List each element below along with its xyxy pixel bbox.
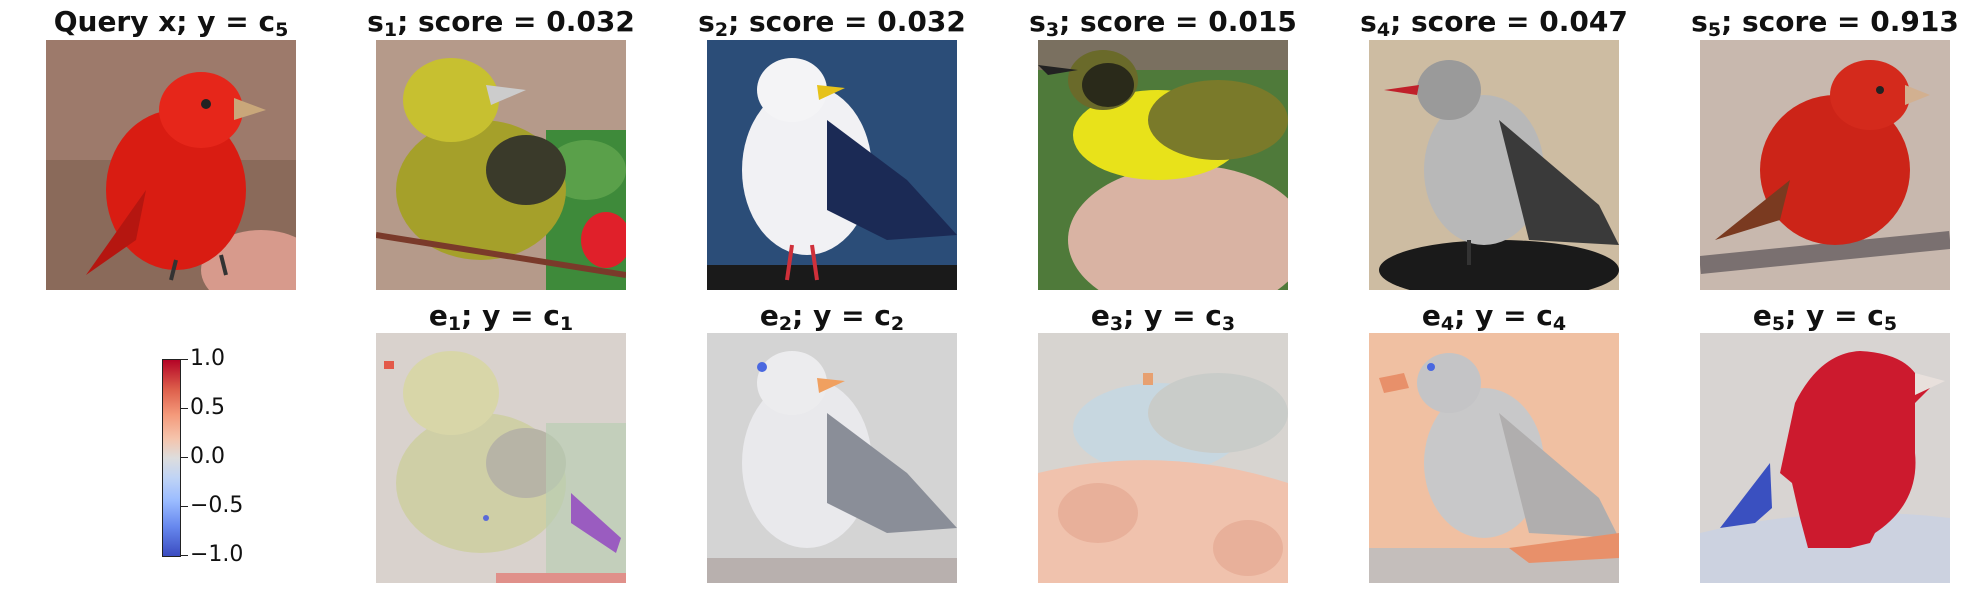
explanation-map-1 bbox=[376, 333, 626, 583]
explanation-title-5: e5; y = c5 bbox=[1752, 299, 1898, 335]
support-image-5 bbox=[1700, 40, 1950, 290]
colorbar-tick-label: −0.5 bbox=[190, 493, 244, 518]
support-image-1 bbox=[376, 40, 626, 290]
explanation-map-3 bbox=[1038, 333, 1288, 583]
explanation-title-4: e4; y = c4 bbox=[1421, 299, 1567, 335]
explanation-map-5 bbox=[1700, 333, 1950, 583]
query-image bbox=[46, 40, 296, 290]
explanation-map-2 bbox=[707, 333, 957, 583]
colorbar-tick-label: 1.0 bbox=[190, 346, 225, 371]
support-title-1: s1; score = 0.032 bbox=[367, 5, 635, 41]
support-title-5: s5; score = 0.913 bbox=[1691, 5, 1959, 41]
colorbar bbox=[162, 359, 181, 557]
colorbar-tick bbox=[180, 555, 188, 556]
support-title-2: s2; score = 0.032 bbox=[698, 5, 966, 41]
colorbar-tick-label: 0.0 bbox=[190, 444, 225, 469]
support-image-4 bbox=[1369, 40, 1619, 290]
colorbar-tick bbox=[180, 408, 188, 409]
query-title: Query x; y = c5 bbox=[53, 5, 289, 41]
support-image-3 bbox=[1038, 40, 1288, 290]
support-title-3: s3; score = 0.015 bbox=[1029, 5, 1297, 41]
explanation-title-3: e3; y = c3 bbox=[1090, 299, 1236, 335]
colorbar-tick bbox=[180, 506, 188, 507]
explanation-title-1: e1; y = c1 bbox=[428, 299, 574, 335]
colorbar-tick-label: −1.0 bbox=[190, 542, 244, 567]
support-image-2 bbox=[707, 40, 957, 290]
colorbar-tick-label: 0.5 bbox=[190, 395, 225, 420]
support-title-4: s4; score = 0.047 bbox=[1360, 5, 1628, 41]
colorbar-tick bbox=[180, 457, 188, 458]
colorbar-tick bbox=[180, 359, 188, 360]
explanation-title-2: e2; y = c2 bbox=[759, 299, 905, 335]
explanation-map-4 bbox=[1369, 333, 1619, 583]
